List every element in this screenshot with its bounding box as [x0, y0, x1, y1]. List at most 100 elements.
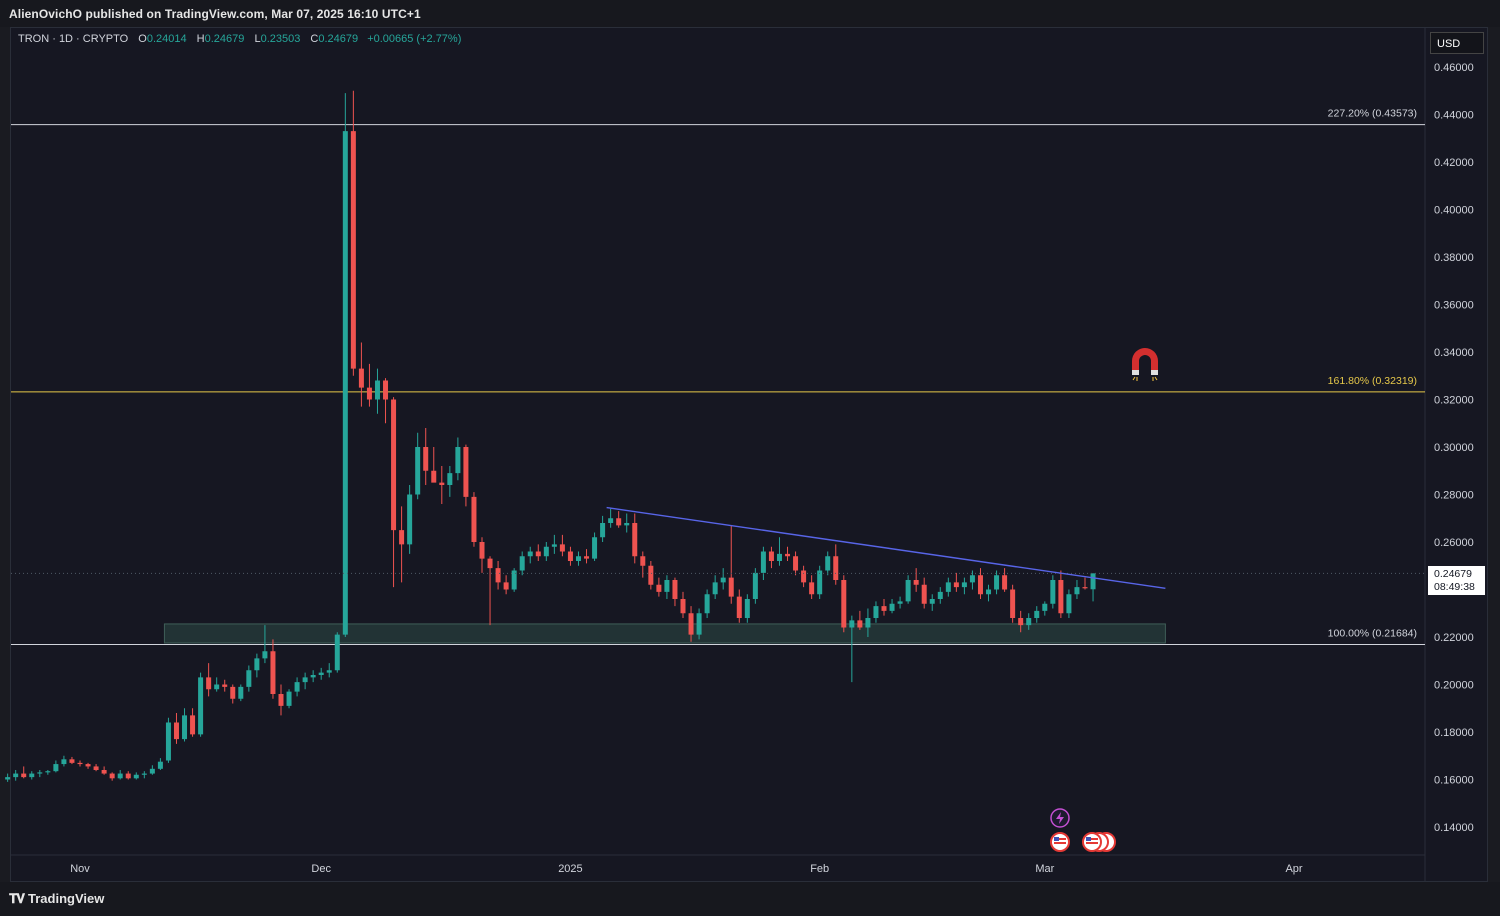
- candle[interactable]: [149, 765, 155, 775]
- candle[interactable]: [905, 575, 911, 604]
- candle[interactable]: [286, 689, 292, 709]
- candle[interactable]: [953, 572, 959, 592]
- candle[interactable]: [1066, 589, 1072, 619]
- candle[interactable]: [736, 589, 742, 623]
- candle[interactable]: [13, 770, 19, 781]
- us-flag-icon[interactable]: [1050, 832, 1070, 852]
- candle[interactable]: [704, 589, 710, 619]
- chart-frame[interactable]: [10, 27, 1488, 882]
- descending-trendline[interactable]: [606, 506, 1166, 590]
- price-axis[interactable]: 0.140000.160000.180000.200000.220000.240…: [1434, 62, 1474, 834]
- candle[interactable]: [567, 546, 573, 566]
- candle[interactable]: [503, 575, 509, 595]
- candle[interactable]: [945, 577, 951, 597]
- candle[interactable]: [551, 534, 557, 554]
- magnet-icon[interactable]: [1132, 348, 1158, 381]
- candle[interactable]: [841, 575, 847, 633]
- candle[interactable]: [85, 762, 91, 769]
- candle[interactable]: [1042, 601, 1048, 616]
- candle[interactable]: [793, 551, 799, 576]
- candle[interactable]: [760, 546, 766, 580]
- candle[interactable]: [584, 549, 590, 564]
- candle[interactable]: [463, 444, 469, 507]
- candle[interactable]: [407, 485, 413, 554]
- candle[interactable]: [1058, 570, 1064, 619]
- candle[interactable]: [543, 542, 549, 561]
- candle[interactable]: [222, 679, 228, 692]
- candle[interactable]: [881, 599, 887, 616]
- candle[interactable]: [801, 565, 807, 588]
- candle[interactable]: [431, 447, 437, 483]
- candle[interactable]: [752, 568, 758, 604]
- candle[interactable]: [825, 551, 831, 576]
- candle[interactable]: [383, 378, 389, 424]
- candle[interactable]: [921, 577, 927, 609]
- candle[interactable]: [648, 561, 654, 590]
- candle[interactable]: [101, 766, 107, 775]
- candle[interactable]: [391, 397, 397, 588]
- candle[interactable]: [374, 368, 380, 414]
- candle[interactable]: [849, 615, 855, 683]
- tradingview-logo[interactable]: 𝐓𝐕 TradingView: [9, 891, 104, 907]
- candle[interactable]: [278, 684, 284, 716]
- candle[interactable]: [423, 428, 429, 485]
- candle[interactable]: [471, 492, 477, 547]
- candle[interactable]: [897, 596, 903, 609]
- candle[interactable]: [318, 667, 324, 680]
- candle[interactable]: [1050, 575, 1056, 609]
- candle[interactable]: [399, 506, 405, 583]
- candle[interactable]: [776, 537, 782, 566]
- candle[interactable]: [182, 708, 188, 742]
- candle[interactable]: [833, 544, 839, 585]
- candle[interactable]: [487, 556, 493, 626]
- candle[interactable]: [262, 625, 268, 664]
- candle[interactable]: [1002, 568, 1008, 592]
- candle[interactable]: [977, 568, 983, 599]
- candle[interactable]: [913, 568, 919, 592]
- candle[interactable]: [5, 773, 11, 782]
- candle[interactable]: [109, 772, 115, 781]
- candle[interactable]: [342, 93, 348, 637]
- support-zone[interactable]: [163, 623, 1166, 644]
- candle[interactable]: [479, 537, 485, 573]
- candle[interactable]: [616, 511, 622, 528]
- candle[interactable]: [37, 770, 43, 778]
- candle[interactable]: [230, 684, 236, 704]
- candle[interactable]: [238, 684, 244, 702]
- candle[interactable]: [366, 363, 372, 407]
- symbol-label[interactable]: TRON · 1D · CRYPTO: [18, 33, 129, 45]
- candle[interactable]: [29, 771, 35, 780]
- candle[interactable]: [69, 756, 75, 765]
- candle[interactable]: [744, 594, 750, 623]
- time-axis[interactable]: Nov Dec 2025 Feb Mar Apr: [70, 863, 1303, 875]
- candle[interactable]: [53, 760, 59, 773]
- candle[interactable]: [165, 717, 171, 763]
- candle[interactable]: [190, 708, 196, 737]
- candle[interactable]: [559, 534, 565, 557]
- candle[interactable]: [77, 760, 83, 767]
- candle[interactable]: [640, 551, 646, 578]
- candle[interactable]: [302, 672, 308, 690]
- candle[interactable]: [173, 713, 179, 744]
- candle[interactable]: [1074, 580, 1080, 599]
- candle[interactable]: [961, 577, 967, 595]
- candle[interactable]: [720, 568, 726, 590]
- candle[interactable]: [680, 591, 686, 618]
- candle[interactable]: [624, 513, 630, 533]
- candle[interactable]: [768, 546, 774, 569]
- us-flag-group-icon[interactable]: [1082, 832, 1116, 852]
- candle[interactable]: [334, 632, 340, 673]
- candle[interactable]: [728, 525, 734, 604]
- candle[interactable]: [495, 561, 501, 590]
- candle[interactable]: [889, 599, 895, 614]
- candle[interactable]: [350, 90, 356, 376]
- candle[interactable]: [608, 508, 614, 528]
- candle[interactable]: [415, 432, 421, 500]
- candle[interactable]: [157, 758, 163, 770]
- candle[interactable]: [133, 772, 139, 780]
- candle[interactable]: [61, 755, 67, 767]
- candle[interactable]: [21, 766, 27, 779]
- candle[interactable]: [785, 546, 791, 561]
- candle[interactable]: [857, 610, 863, 630]
- candle[interactable]: [656, 577, 662, 597]
